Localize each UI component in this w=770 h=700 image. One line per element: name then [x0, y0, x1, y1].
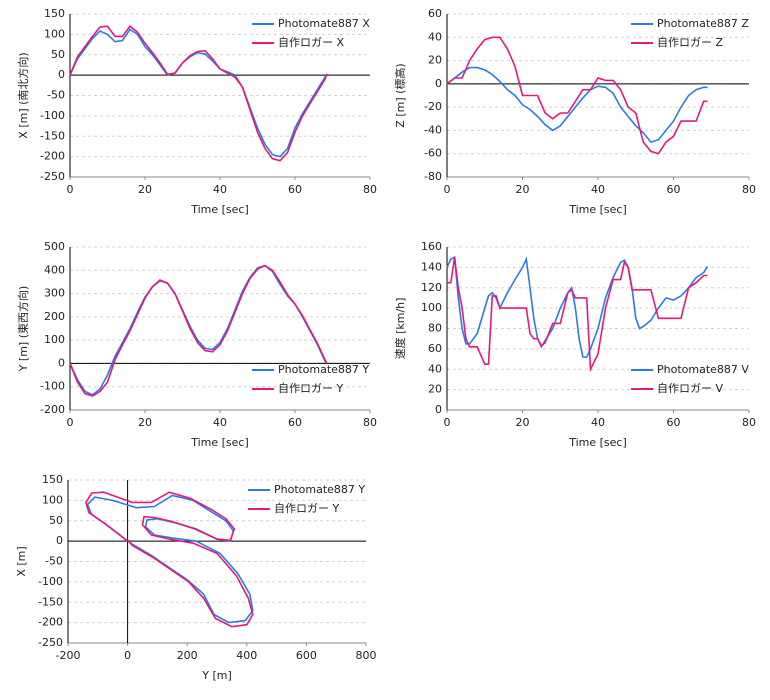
x-tick-label: 80	[742, 183, 756, 196]
legend-label: 自作ロガー Y	[274, 502, 339, 515]
legend-label: 自作ロガー Z	[657, 36, 723, 49]
x-axis-label: Time [sec]	[568, 436, 627, 449]
y-axis-label: Y [m] (東西方向)	[16, 286, 30, 373]
x-tick-label: 80	[742, 416, 756, 429]
x-tick-label: 0	[444, 183, 451, 196]
y-tick-label: 140	[421, 260, 442, 273]
series-line	[86, 494, 254, 624]
y-axis-label: X [m]	[15, 546, 28, 576]
x-axis-label: Time [sec]	[568, 203, 627, 216]
y-tick-label: -60	[424, 147, 442, 160]
y-tick-label: 50	[49, 514, 63, 527]
y-tick-label: -80	[424, 170, 442, 183]
x-tick-label: 600	[296, 649, 317, 662]
x-tick-label: 40	[591, 183, 605, 196]
y-tick-label: 160	[421, 240, 442, 253]
series-line	[69, 25, 328, 162]
x-tick-label: -200	[56, 649, 81, 662]
legend-label: Photomate887 V	[657, 363, 749, 376]
y-tick-label: -40	[424, 123, 442, 136]
y-tick-label: -100	[38, 575, 63, 588]
series-line	[69, 28, 328, 158]
series-line	[446, 66, 708, 144]
x-axis-label: Time [sec]	[190, 436, 249, 449]
y-tick-label: -50	[45, 555, 63, 568]
series-line	[69, 264, 328, 397]
y-tick-label: -200	[38, 616, 63, 629]
x-tick-label: 400	[236, 649, 257, 662]
x-tick-label: 80	[363, 183, 377, 196]
legend-label: Photomate887 Y	[278, 363, 369, 376]
y-tick-label: 60	[428, 7, 442, 20]
y-tick-label: 400	[44, 263, 65, 276]
y-tick-label: -50	[47, 89, 65, 102]
legend-label: Photomate887 X	[278, 17, 370, 30]
legend-label: 自作ロガー V	[657, 382, 723, 395]
x-tick-label: 0	[124, 649, 131, 662]
x-tick-label: 20	[138, 183, 152, 196]
x-tick-label: 40	[213, 416, 227, 429]
y-tick-label: 40	[428, 30, 442, 43]
x-axis-label: Y [m]	[201, 669, 232, 682]
x-tick-label: 20	[516, 183, 530, 196]
y-tick-label: 50	[51, 48, 65, 61]
y-tick-label: -100	[40, 380, 65, 393]
x-tick-label: 0	[67, 183, 74, 196]
y-tick-label: 100	[421, 301, 442, 314]
y-axis-label: Z [m] (標高)	[393, 63, 407, 127]
y-tick-label: 60	[428, 342, 442, 355]
y-tick-label: -250	[40, 170, 65, 183]
x-tick-label: 80	[363, 416, 377, 429]
legend-label: 自作ロガー X	[278, 36, 344, 49]
y-tick-label: 200	[44, 310, 65, 323]
x-tick-label: 20	[516, 416, 530, 429]
y-tick-label: 40	[428, 362, 442, 375]
y-tick-label: -150	[38, 595, 63, 608]
y-tick-label: 150	[44, 7, 65, 20]
y-tick-label: -100	[40, 109, 65, 122]
x-tick-label: 20	[138, 416, 152, 429]
y-tick-label: 150	[42, 473, 63, 486]
series-line	[446, 36, 708, 155]
legend-label: 自作ロガー Y	[278, 382, 343, 395]
y-axis-label: 速度 [km/h]	[393, 298, 407, 360]
y-tick-label: 300	[44, 287, 65, 300]
x-tick-label: 800	[356, 649, 377, 662]
y-tick-label: 100	[44, 333, 65, 346]
y-tick-label: 20	[428, 54, 442, 67]
y-tick-label: 0	[435, 77, 442, 90]
y-tick-label: 0	[435, 403, 442, 416]
y-tick-label: 0	[56, 534, 63, 547]
y-tick-label: 0	[58, 356, 65, 369]
y-tick-label: -150	[40, 129, 65, 142]
y-tick-label: 0	[58, 68, 65, 81]
y-tick-label: -200	[40, 150, 65, 163]
series-line	[85, 491, 254, 628]
series-line	[446, 255, 709, 358]
y-tick-label: 20	[428, 383, 442, 396]
legend-label: Photomate887 Y	[274, 483, 365, 496]
legend-label: Photomate887 Z	[657, 17, 749, 30]
y-tick-label: 500	[44, 240, 65, 253]
y-tick-label: -20	[424, 100, 442, 113]
x-tick-label: 40	[213, 183, 227, 196]
x-tick-label: 60	[667, 416, 681, 429]
x-tick-label: 60	[288, 416, 302, 429]
x-tick-label: 60	[667, 183, 681, 196]
x-axis-label: Time [sec]	[190, 203, 249, 216]
y-axis-label: X [m] (南北方向)	[16, 52, 30, 138]
y-tick-label: -200	[40, 403, 65, 416]
x-tick-label: 60	[288, 183, 302, 196]
x-tick-label: 200	[177, 649, 198, 662]
y-tick-label: 80	[428, 322, 442, 335]
y-tick-label: 100	[42, 493, 63, 506]
y-tick-label: 100	[44, 27, 65, 40]
y-tick-label: -250	[38, 636, 63, 649]
x-tick-label: 0	[67, 416, 74, 429]
series-line	[447, 257, 708, 373]
y-tick-label: 120	[421, 281, 442, 294]
x-tick-label: 0	[444, 416, 451, 429]
x-tick-label: 40	[591, 416, 605, 429]
